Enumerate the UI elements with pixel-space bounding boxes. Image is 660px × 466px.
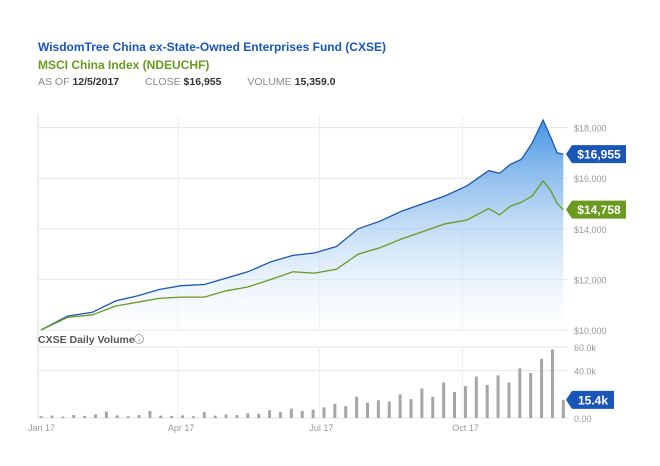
volume-label: VOLUME bbox=[247, 76, 292, 88]
volume-bar bbox=[148, 410, 152, 418]
volume-flag bbox=[566, 390, 614, 409]
volume-bar bbox=[181, 415, 185, 418]
volume-bar bbox=[550, 349, 554, 418]
volume-bar bbox=[72, 415, 76, 418]
volume-bar bbox=[224, 414, 228, 418]
volume-bar bbox=[485, 384, 489, 418]
volume-bar bbox=[246, 413, 250, 418]
volume-bar bbox=[61, 416, 65, 418]
volume-bar bbox=[213, 415, 217, 418]
volume-bar bbox=[376, 400, 380, 418]
volume-bar bbox=[431, 396, 435, 418]
volume-bar bbox=[126, 416, 130, 418]
volume-bar bbox=[561, 399, 565, 418]
y-tick-label: $16,000 bbox=[574, 174, 607, 184]
volume-bar bbox=[453, 391, 457, 418]
info-icon-glyph: i bbox=[138, 337, 140, 344]
volume-bar bbox=[170, 415, 174, 418]
volume-bar bbox=[420, 388, 424, 418]
close-value: $16,955 bbox=[183, 76, 222, 88]
index-title: MSCI China Index (NDEUCHF) bbox=[38, 58, 210, 72]
fund-line bbox=[40, 118, 564, 331]
volume-bar bbox=[235, 415, 239, 418]
volume-bar bbox=[398, 394, 402, 418]
y-tick-label: $10,000 bbox=[574, 326, 607, 336]
volume-bar bbox=[94, 414, 98, 418]
volume-bar bbox=[278, 412, 282, 418]
volume-value: 15,359.0 bbox=[294, 76, 336, 88]
volume-bar bbox=[366, 402, 370, 418]
quote-summary: AS OF 12/5/2017 CLOSE $16,955 VOLUME 15,… bbox=[38, 76, 335, 88]
volume-bar bbox=[83, 415, 87, 418]
x-tick-label: Oct 17 bbox=[452, 423, 479, 433]
volume-bar bbox=[202, 412, 206, 418]
volume-bar bbox=[159, 415, 163, 418]
volume-title: CXSE Daily Volume bbox=[38, 334, 135, 346]
volume-bar bbox=[496, 375, 500, 418]
volume-bar bbox=[257, 413, 261, 418]
as-of-value: 12/5/2017 bbox=[72, 76, 120, 88]
volume-bar bbox=[463, 386, 467, 418]
volume-bar bbox=[387, 401, 391, 418]
volume-bar bbox=[137, 415, 141, 418]
index-line bbox=[40, 179, 564, 331]
volume-bar bbox=[344, 406, 348, 418]
volume-bar bbox=[39, 416, 43, 418]
fund-flag bbox=[566, 145, 626, 164]
close-label: CLOSE bbox=[145, 76, 181, 88]
fund-end-label: $16,955 bbox=[577, 148, 621, 162]
volume-y-tick-label: 0.00 bbox=[574, 414, 592, 424]
volume-bar bbox=[409, 399, 413, 418]
volume-bar bbox=[333, 403, 337, 418]
volume-bar bbox=[518, 368, 522, 418]
volume-bar bbox=[474, 376, 478, 418]
y-tick-label: $18,000 bbox=[574, 124, 607, 134]
info-icon bbox=[134, 334, 144, 344]
x-tick-label: Apr 17 bbox=[168, 423, 195, 433]
volume-bar bbox=[268, 410, 272, 418]
index-flag bbox=[566, 200, 626, 219]
x-tick-label: Jan 17 bbox=[28, 423, 55, 433]
index-end-label: $14,758 bbox=[577, 203, 621, 217]
fund-title: WisdomTree China ex-State-Owned Enterpri… bbox=[38, 40, 386, 54]
volume-bar bbox=[442, 382, 446, 418]
volume-bar bbox=[507, 382, 511, 418]
volume-bar bbox=[115, 415, 119, 418]
volume-end-label: 15.4k bbox=[578, 393, 608, 407]
volume-bar bbox=[289, 408, 293, 418]
volume-y-tick-label: 60.0k bbox=[574, 343, 597, 353]
volume-bar bbox=[104, 411, 108, 418]
x-tick-label: Jul 17 bbox=[309, 423, 333, 433]
volume-bar bbox=[540, 358, 544, 418]
volume-bar bbox=[300, 410, 304, 418]
as-of-label: AS OF bbox=[38, 76, 70, 88]
y-tick-label: $14,000 bbox=[574, 225, 607, 235]
volume-bar bbox=[529, 373, 533, 418]
volume-bar bbox=[322, 407, 326, 418]
volume-bar bbox=[191, 416, 195, 418]
volume-y-tick-label: 40.0k bbox=[574, 367, 597, 377]
y-tick-label: $12,000 bbox=[574, 275, 607, 285]
fund-area bbox=[41, 120, 564, 330]
volume-bar bbox=[50, 415, 54, 418]
volume-bar bbox=[355, 396, 359, 418]
volume-bar bbox=[311, 409, 315, 418]
